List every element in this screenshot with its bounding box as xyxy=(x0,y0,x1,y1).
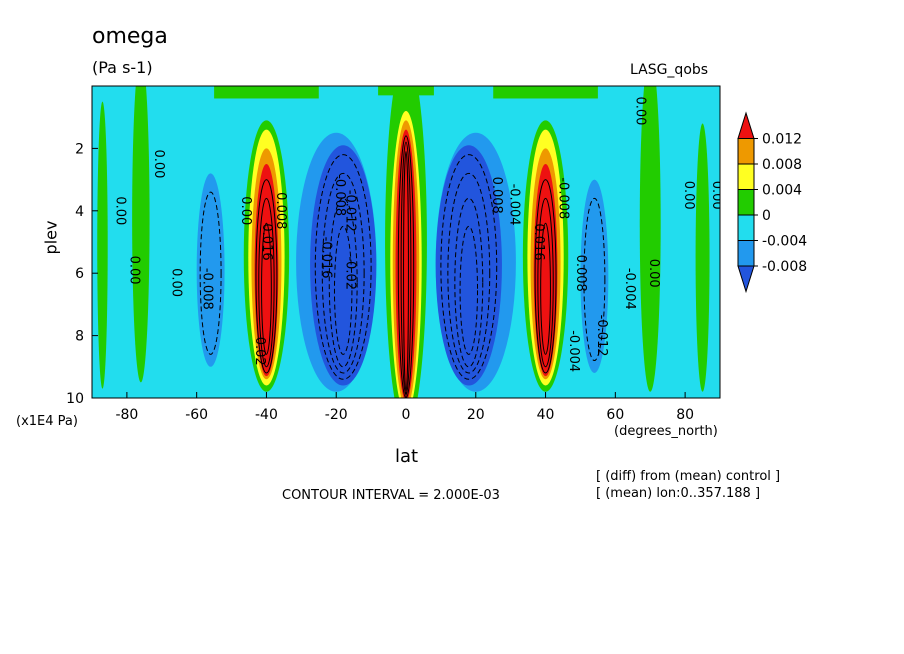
top-green-band xyxy=(493,86,598,99)
contour-label: 0.00 xyxy=(238,196,253,225)
contour-label: 0.00 xyxy=(151,150,166,179)
contour-band xyxy=(695,123,710,392)
legend-swatch xyxy=(737,214,755,241)
contour-band xyxy=(254,163,279,377)
legend-label: 0 xyxy=(762,208,771,224)
legend-swatch xyxy=(737,111,755,139)
contour-label: 0.008 xyxy=(273,192,288,229)
y-tick-label: 8 xyxy=(75,329,84,345)
legend-swatch xyxy=(737,240,755,267)
y-tick-label: 10 xyxy=(66,391,84,407)
contour-label: 0.00 xyxy=(126,256,141,285)
y-tick-label: 6 xyxy=(75,266,84,282)
contour-line xyxy=(534,179,557,374)
contour-line xyxy=(454,197,484,368)
legend-label: 0.008 xyxy=(762,157,802,173)
contour-band xyxy=(310,145,377,386)
contour-label: -0.008 xyxy=(556,177,571,219)
x-tick-label: -80 xyxy=(115,407,138,423)
x-axis-unit: (degrees_north) xyxy=(614,424,718,439)
dataset-label: LASG_qobs xyxy=(630,62,709,78)
contour-label: 0.00 xyxy=(112,196,127,225)
contour-band xyxy=(533,163,558,377)
contour-line xyxy=(537,197,554,368)
contour-line xyxy=(255,179,278,374)
legend-label: 0.004 xyxy=(762,183,802,199)
top-green-band xyxy=(214,86,319,99)
x-tick-label: 80 xyxy=(676,407,694,423)
legend-label: -0.008 xyxy=(762,259,807,275)
contour-label: 0.00 xyxy=(709,181,724,210)
diff-note: [ (diff) from (mean) control ] xyxy=(596,469,781,484)
contour-line xyxy=(447,172,491,374)
contour-line xyxy=(540,222,551,355)
x-axis-label: lat xyxy=(395,446,419,467)
contour-band xyxy=(196,173,225,367)
contour-label: 0.00 xyxy=(646,259,661,288)
contour-line xyxy=(403,151,409,393)
x-tick-label: -20 xyxy=(325,407,348,423)
contour-line xyxy=(440,154,498,380)
contour-line xyxy=(314,154,372,380)
contour-label: 0.016 xyxy=(531,223,546,260)
contour-label: -0.012 xyxy=(343,190,358,232)
contour-label: -0.012 xyxy=(594,315,609,357)
contour-interval-note: CONTOUR INTERVAL = 2.000E-03 xyxy=(282,488,500,503)
contour-label: 0.00 xyxy=(168,268,183,297)
legend-swatch xyxy=(737,265,755,294)
mean-note: [ (mean) lon:0..357.188 ] xyxy=(596,486,761,501)
legend-swatch xyxy=(737,189,755,216)
contour-label: 0.00 xyxy=(632,96,647,125)
legend-swatch xyxy=(737,163,755,190)
contour-line xyxy=(199,191,222,355)
x-tick-label: 40 xyxy=(537,407,555,423)
legend-label: 0.012 xyxy=(762,132,802,148)
y-axis-label: plev xyxy=(41,220,61,255)
contour-label: -0.008 xyxy=(332,174,347,216)
contour-line xyxy=(333,225,353,355)
contour-line xyxy=(258,197,275,368)
contour-band xyxy=(132,86,150,383)
x-tick-label: -60 xyxy=(185,407,208,423)
contour-line xyxy=(321,172,365,374)
y-tick-label: 4 xyxy=(75,204,84,220)
contour-label: -0.016 xyxy=(318,237,333,279)
contour-line xyxy=(459,225,479,355)
chart-units: (Pa s-1) xyxy=(92,58,153,77)
contour-label: -0.004 xyxy=(566,330,581,372)
contour-label: 0.008 xyxy=(489,177,504,214)
contour-label: 0.008 xyxy=(573,255,588,292)
y-axis-unit: (x1E4 Pa) xyxy=(16,414,78,429)
contour-label: -0.004 xyxy=(622,268,637,310)
x-tick-label: 20 xyxy=(467,407,485,423)
contour-band xyxy=(639,86,661,392)
plot-area: 0.000.000.000.00 -0.0080.000.0160.0080.02… xyxy=(92,86,724,398)
x-tick-label: -40 xyxy=(255,407,278,423)
contour-line xyxy=(583,197,606,362)
contour-band xyxy=(395,129,417,398)
contour-label: 0.02 xyxy=(252,337,267,366)
contour-line xyxy=(328,197,358,368)
contour-label: -0.02 xyxy=(343,256,358,290)
y-tick-label: 2 xyxy=(75,141,84,157)
x-tick-label: 0 xyxy=(402,407,411,423)
contour-band xyxy=(580,179,609,374)
contour-label: 0.00 xyxy=(681,181,696,210)
contour-line xyxy=(261,222,272,355)
contour-band xyxy=(435,145,502,386)
chart-title: omega xyxy=(92,24,168,49)
legend-swatch xyxy=(737,138,755,165)
contour-label: 0.016 xyxy=(259,223,274,260)
contour-label: -0.008 xyxy=(200,268,215,310)
legend-label: -0.004 xyxy=(762,234,807,250)
contour-label: -0.004 xyxy=(507,184,522,226)
x-tick-label: 60 xyxy=(606,407,624,423)
contour-band xyxy=(97,101,108,389)
